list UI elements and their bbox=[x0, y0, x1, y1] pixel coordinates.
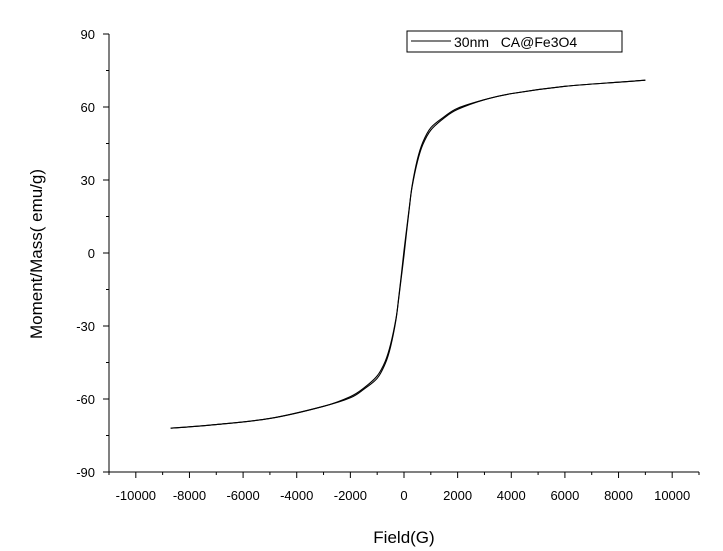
y-tick-label: 0 bbox=[88, 246, 95, 261]
x-tick-label: -10000 bbox=[116, 488, 156, 503]
x-tick-label: 6000 bbox=[550, 488, 579, 503]
x-tick-label: 4000 bbox=[497, 488, 526, 503]
x-axis-label: Field(G) bbox=[373, 528, 434, 547]
y-axis-ticks: -90 -60 -30 0 30 60 90 bbox=[76, 27, 109, 480]
series-line-decreasing-field bbox=[170, 79, 646, 429]
y-tick-label: 90 bbox=[81, 27, 95, 42]
y-tick-label: -30 bbox=[76, 319, 95, 334]
legend-box bbox=[406, 30, 623, 53]
series-line-increasing-field bbox=[170, 79, 646, 429]
legend-label: 30nm CA@Fe3O4 bbox=[454, 34, 577, 50]
y-axis-label: Moment/Mass( emu/g) bbox=[27, 169, 46, 339]
x-tick-label: -6000 bbox=[226, 488, 259, 503]
y-tick-label: 60 bbox=[81, 100, 95, 115]
x-tick-label: -8000 bbox=[173, 488, 206, 503]
x-axis-ticks: -10000 -8000 -6000 -4000 -2000 0 2000 4000 6000 8… bbox=[108, 472, 700, 503]
y-tick-label: -60 bbox=[76, 392, 95, 407]
legend: 30nm CA@Fe3O4 bbox=[406, 30, 623, 53]
x-tick-label: -2000 bbox=[334, 488, 367, 503]
x-tick-label: 0 bbox=[400, 488, 407, 503]
x-tick-label: 8000 bbox=[604, 488, 633, 503]
x-tick-label: -4000 bbox=[280, 488, 313, 503]
x-tick-label: 2000 bbox=[443, 488, 472, 503]
x-tick-label: 10000 bbox=[654, 488, 690, 503]
data-lines bbox=[170, 79, 646, 429]
y-tick-label: -90 bbox=[76, 465, 95, 480]
y-tick-label: 30 bbox=[81, 173, 95, 188]
